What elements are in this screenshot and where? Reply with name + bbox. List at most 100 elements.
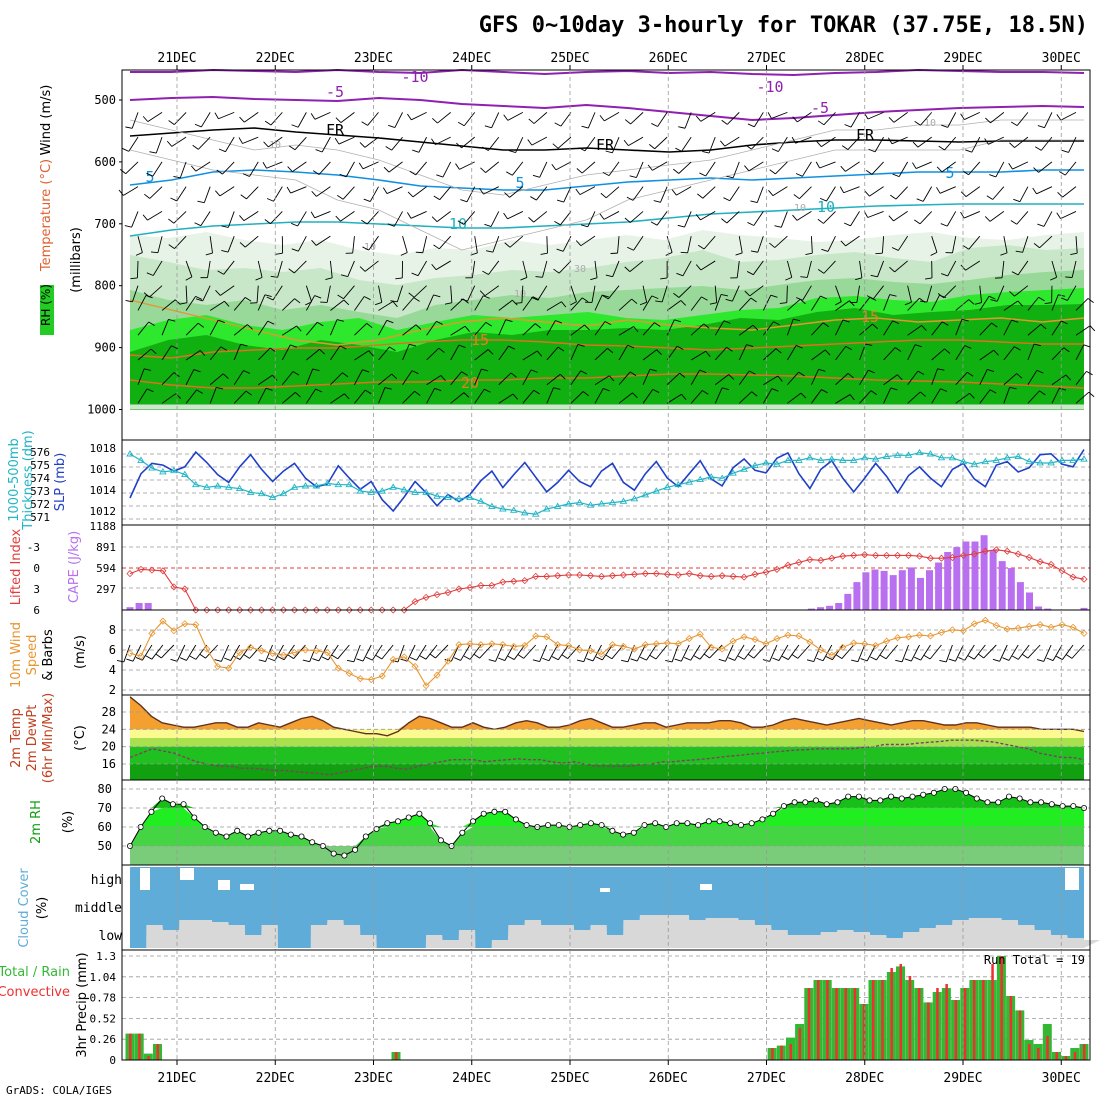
wind-barb-flag (791, 654, 799, 659)
wind-barb (684, 112, 692, 129)
slp-label: SLP (mb) (53, 453, 68, 512)
wind-barb-flag (361, 121, 368, 126)
wind-barb-flag (170, 658, 178, 662)
wind-barb-flag (1032, 187, 1037, 195)
wind-barb (734, 644, 745, 661)
wind-barb-flag (240, 194, 247, 200)
cloud-unit: (%) (35, 897, 50, 920)
rh-point (287, 831, 294, 838)
wind-barb-flag (528, 217, 534, 223)
wind-barb-flag (892, 173, 900, 178)
wind-barb-flag (721, 218, 728, 224)
wind-barb-flag (122, 148, 129, 152)
li-point (839, 552, 847, 560)
precip-conv-label: Convective (0, 985, 70, 1000)
wind-barb-flag (629, 371, 637, 377)
run-total: Run Total = 19 (984, 953, 1085, 967)
wind-barb (142, 644, 153, 661)
wind-barb-flag (359, 266, 366, 272)
wind-barb (200, 211, 211, 226)
wind-barb (843, 186, 860, 194)
wind-barb (225, 136, 235, 152)
rh-point (191, 814, 198, 821)
cloud-tick: high (91, 873, 122, 888)
wind-barb (787, 298, 801, 311)
wind-barb-flag (552, 143, 559, 149)
wind-barb-flag (223, 657, 231, 662)
wind-barb (546, 236, 548, 254)
wind-speed-point (510, 642, 518, 650)
wind-barb-flag (216, 387, 224, 390)
wind-barb (297, 235, 307, 252)
li-point (378, 606, 386, 614)
wind-barb-flag (561, 654, 569, 659)
wind-barb-flag (843, 222, 851, 227)
wind-barb-flag (630, 658, 638, 662)
wind-barb-flag (222, 373, 229, 379)
wind-barb-flag (503, 212, 508, 220)
cape-bar (989, 549, 997, 610)
wind-barb-flag (793, 318, 801, 322)
wind-barb-flag (735, 252, 743, 256)
wind-barb (161, 345, 172, 361)
thickness-point (411, 488, 419, 495)
wind-barb-flag (792, 214, 798, 221)
wind-barb-flag (1036, 659, 1044, 662)
wind-barb (513, 644, 526, 660)
wind-barb (173, 211, 187, 224)
wind-barb-flag (413, 297, 420, 302)
wind-barb (179, 161, 187, 179)
wind-barb (920, 112, 933, 126)
thickness-point (378, 487, 387, 494)
wind-barb (786, 260, 793, 278)
wind-barb-flag (193, 369, 201, 373)
wind-barb (327, 644, 339, 661)
contour-label: -5 (326, 83, 344, 101)
wind-barb (396, 285, 403, 303)
li-point (1058, 567, 1066, 575)
wind-barb-flag (431, 216, 438, 222)
wind-barb-flag (434, 387, 442, 392)
wind-barb-flag (504, 192, 510, 198)
wind-barb (131, 211, 139, 228)
wind-barb-flag (602, 171, 610, 177)
rh-point (855, 793, 862, 800)
wind-speed-point (225, 664, 233, 672)
wind-barb-flag (816, 657, 824, 662)
wind-barb-flag (135, 252, 143, 256)
wind-barb-flag (923, 655, 931, 660)
rh-point (759, 816, 766, 823)
rh-point (427, 820, 434, 827)
wind-barb (330, 345, 341, 361)
wind-barb-flag (408, 292, 415, 298)
cape-bar (853, 582, 861, 610)
wind-barb (201, 112, 211, 128)
thickness-point (762, 459, 770, 466)
wind-barb-flag (750, 250, 758, 253)
wind-barb-flag (124, 225, 132, 228)
wind-barb (185, 389, 197, 404)
wind-barb (406, 644, 416, 662)
wind-barb (282, 325, 297, 336)
wind-barb (771, 111, 788, 119)
wind-barb-flag (1036, 369, 1044, 374)
wind-speed-point (455, 641, 463, 649)
wind-barb-flag (578, 147, 586, 152)
wind-barb (1075, 298, 1089, 311)
wind-barb-flag (1065, 374, 1071, 381)
wind-barb (901, 644, 909, 662)
wind-barb-flag (699, 172, 706, 177)
wind-barb (1003, 319, 1012, 336)
wind-barb-flag (875, 252, 883, 255)
wind-barb (402, 324, 417, 336)
wind-barb (386, 186, 403, 194)
wind-barb (823, 112, 836, 126)
wind-barb (587, 211, 596, 228)
wind-barb (218, 111, 235, 120)
wind-barb-flag (214, 659, 222, 662)
wind-barb (557, 136, 572, 149)
wind-barb (891, 136, 908, 145)
wind-barb-flag (977, 653, 985, 659)
cape-bar (835, 603, 843, 610)
contour-label: 5 (945, 164, 954, 182)
